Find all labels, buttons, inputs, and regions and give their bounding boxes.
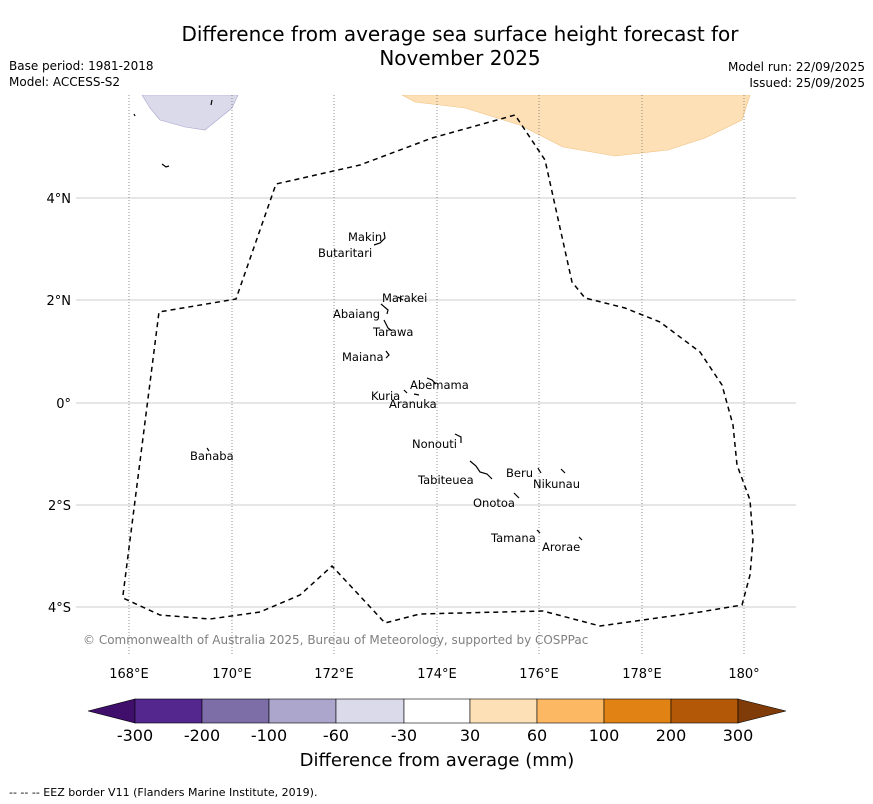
island-abemama-outline: [426, 377, 437, 385]
colorbar-cell: [268, 698, 337, 724]
eez-border: [122, 114, 754, 627]
colorbar-label: -60: [322, 726, 350, 745]
island-onotoa-outline: [513, 492, 520, 499]
colorbar-cell: [134, 698, 203, 724]
lat-tick-label: 2°S: [48, 499, 71, 514]
lon-tick-label: 180°: [728, 667, 759, 682]
colorbar-label: -100: [250, 726, 288, 745]
island-northwest-outline: [210, 99, 213, 106]
island-label: Marakei: [382, 291, 427, 305]
lon-tick-label: 170°E: [212, 667, 252, 682]
colorbar-extend-high: [737, 698, 787, 724]
colorbar-label: 60: [526, 726, 548, 745]
colorbar-extend-low: [87, 698, 136, 724]
colorbar-cell: [403, 698, 471, 724]
lon-gridlines: [128, 95, 745, 655]
lat-tick-label: 4°N: [47, 192, 72, 207]
island-kuria-outline: [403, 389, 408, 394]
island-label: Onotoa: [473, 496, 515, 510]
island-label: Abaiang: [333, 307, 380, 321]
island-label: Abemama: [410, 378, 469, 392]
lat-tick-label: 2°N: [47, 294, 72, 309]
island-label: Aranuka: [389, 397, 437, 411]
island-nikunau-outline: [560, 468, 566, 474]
colorbar-cell: [201, 698, 270, 724]
island-maiana-outline: [385, 350, 390, 359]
island-marakei-outline: [397, 296, 404, 301]
island-label: Arorae: [542, 540, 580, 554]
colorbar-cell: [536, 698, 605, 724]
island-label: Tarawa: [372, 325, 413, 339]
colorbar-cell: [469, 698, 538, 724]
island-beru-outline: [537, 467, 542, 474]
lon-tick-label: 176°E: [519, 667, 559, 682]
lon-tick-label: 174°E: [417, 667, 457, 682]
island-label: Nikunau: [533, 477, 580, 491]
base-period: Base period: 1981-2018: [9, 59, 154, 73]
lat-tick-label: 4°S: [48, 601, 71, 616]
island-tabiteuea-outline: [469, 460, 493, 480]
chart-title: Difference from average sea surface heig…: [150, 22, 770, 70]
island-label: Tabiteuea: [417, 473, 474, 487]
island-arorae-outline: [578, 536, 583, 541]
island-label: Banaba: [190, 449, 234, 463]
colorbar-label: 100: [588, 726, 620, 745]
eez-footnote: -- -- -- EEZ border V11 (Flanders Marine…: [9, 786, 318, 799]
lon-tick-label: 172°E: [314, 667, 354, 682]
island-tarawa-outline: [383, 319, 393, 332]
island-banaba-outline: [206, 447, 210, 452]
colorbar-label: 30: [459, 726, 481, 745]
island-nonouti-outline: [454, 433, 462, 443]
meta-right: Model run: 22/09/2025 Issued: 25/09/2025: [728, 59, 865, 91]
island-label: Maiana: [342, 350, 384, 364]
lon-tick-label: 168°E: [109, 667, 149, 682]
island-northwest-outline: [133, 113, 136, 117]
island-label: Tamana: [490, 531, 536, 545]
island-label: Makin: [348, 230, 382, 244]
island-tamana-outline: [536, 529, 541, 534]
model-name: Model: ACCESS-S2: [9, 75, 121, 89]
colorbar-label: 300: [722, 726, 754, 745]
colorbar-label: -30: [390, 726, 418, 745]
island-outlines: [133, 99, 583, 541]
colorbar-cell: [670, 698, 739, 724]
lat-tick-label: 0°: [56, 397, 71, 412]
colorbar-label: 200: [655, 726, 687, 745]
colorbar-title: Difference from average (mm): [299, 750, 575, 771]
colorbar-cell: [603, 698, 672, 724]
lat-gridlines: [76, 197, 796, 608]
colorbar-label: -200: [183, 726, 221, 745]
colorbar-label: -300: [116, 726, 154, 745]
colorbar: [87, 698, 787, 724]
island-aranuka-outline: [413, 393, 420, 396]
anomaly-fill: [141, 95, 751, 157]
title-line-2: November 2025: [379, 46, 541, 70]
island-northwest-outline: [161, 163, 170, 168]
island-label: Butaritari: [318, 246, 372, 260]
island-label: Kuria: [371, 389, 400, 403]
island-label: Beru: [506, 466, 533, 480]
island-label: Nonouti: [412, 437, 457, 451]
copyright-notice: © Commonwealth of Australia 2025, Bureau…: [83, 633, 588, 647]
anomaly-region-positive: [401, 95, 751, 157]
lon-tick-label: 178°E: [622, 667, 662, 682]
model-run: Model run: 22/09/2025: [727, 60, 865, 74]
title-line-1: Difference from average sea surface heig…: [181, 22, 739, 46]
colorbar-cell: [335, 698, 405, 724]
island-makin-outline: [373, 231, 386, 246]
island-abaiang-outline: [380, 303, 389, 315]
meta-left: Base period: 1981-2018 Model: ACCESS-S2: [9, 58, 154, 90]
anomaly-region-negative: [141, 95, 239, 131]
issued-date: Issued: 25/09/2025: [749, 76, 865, 90]
